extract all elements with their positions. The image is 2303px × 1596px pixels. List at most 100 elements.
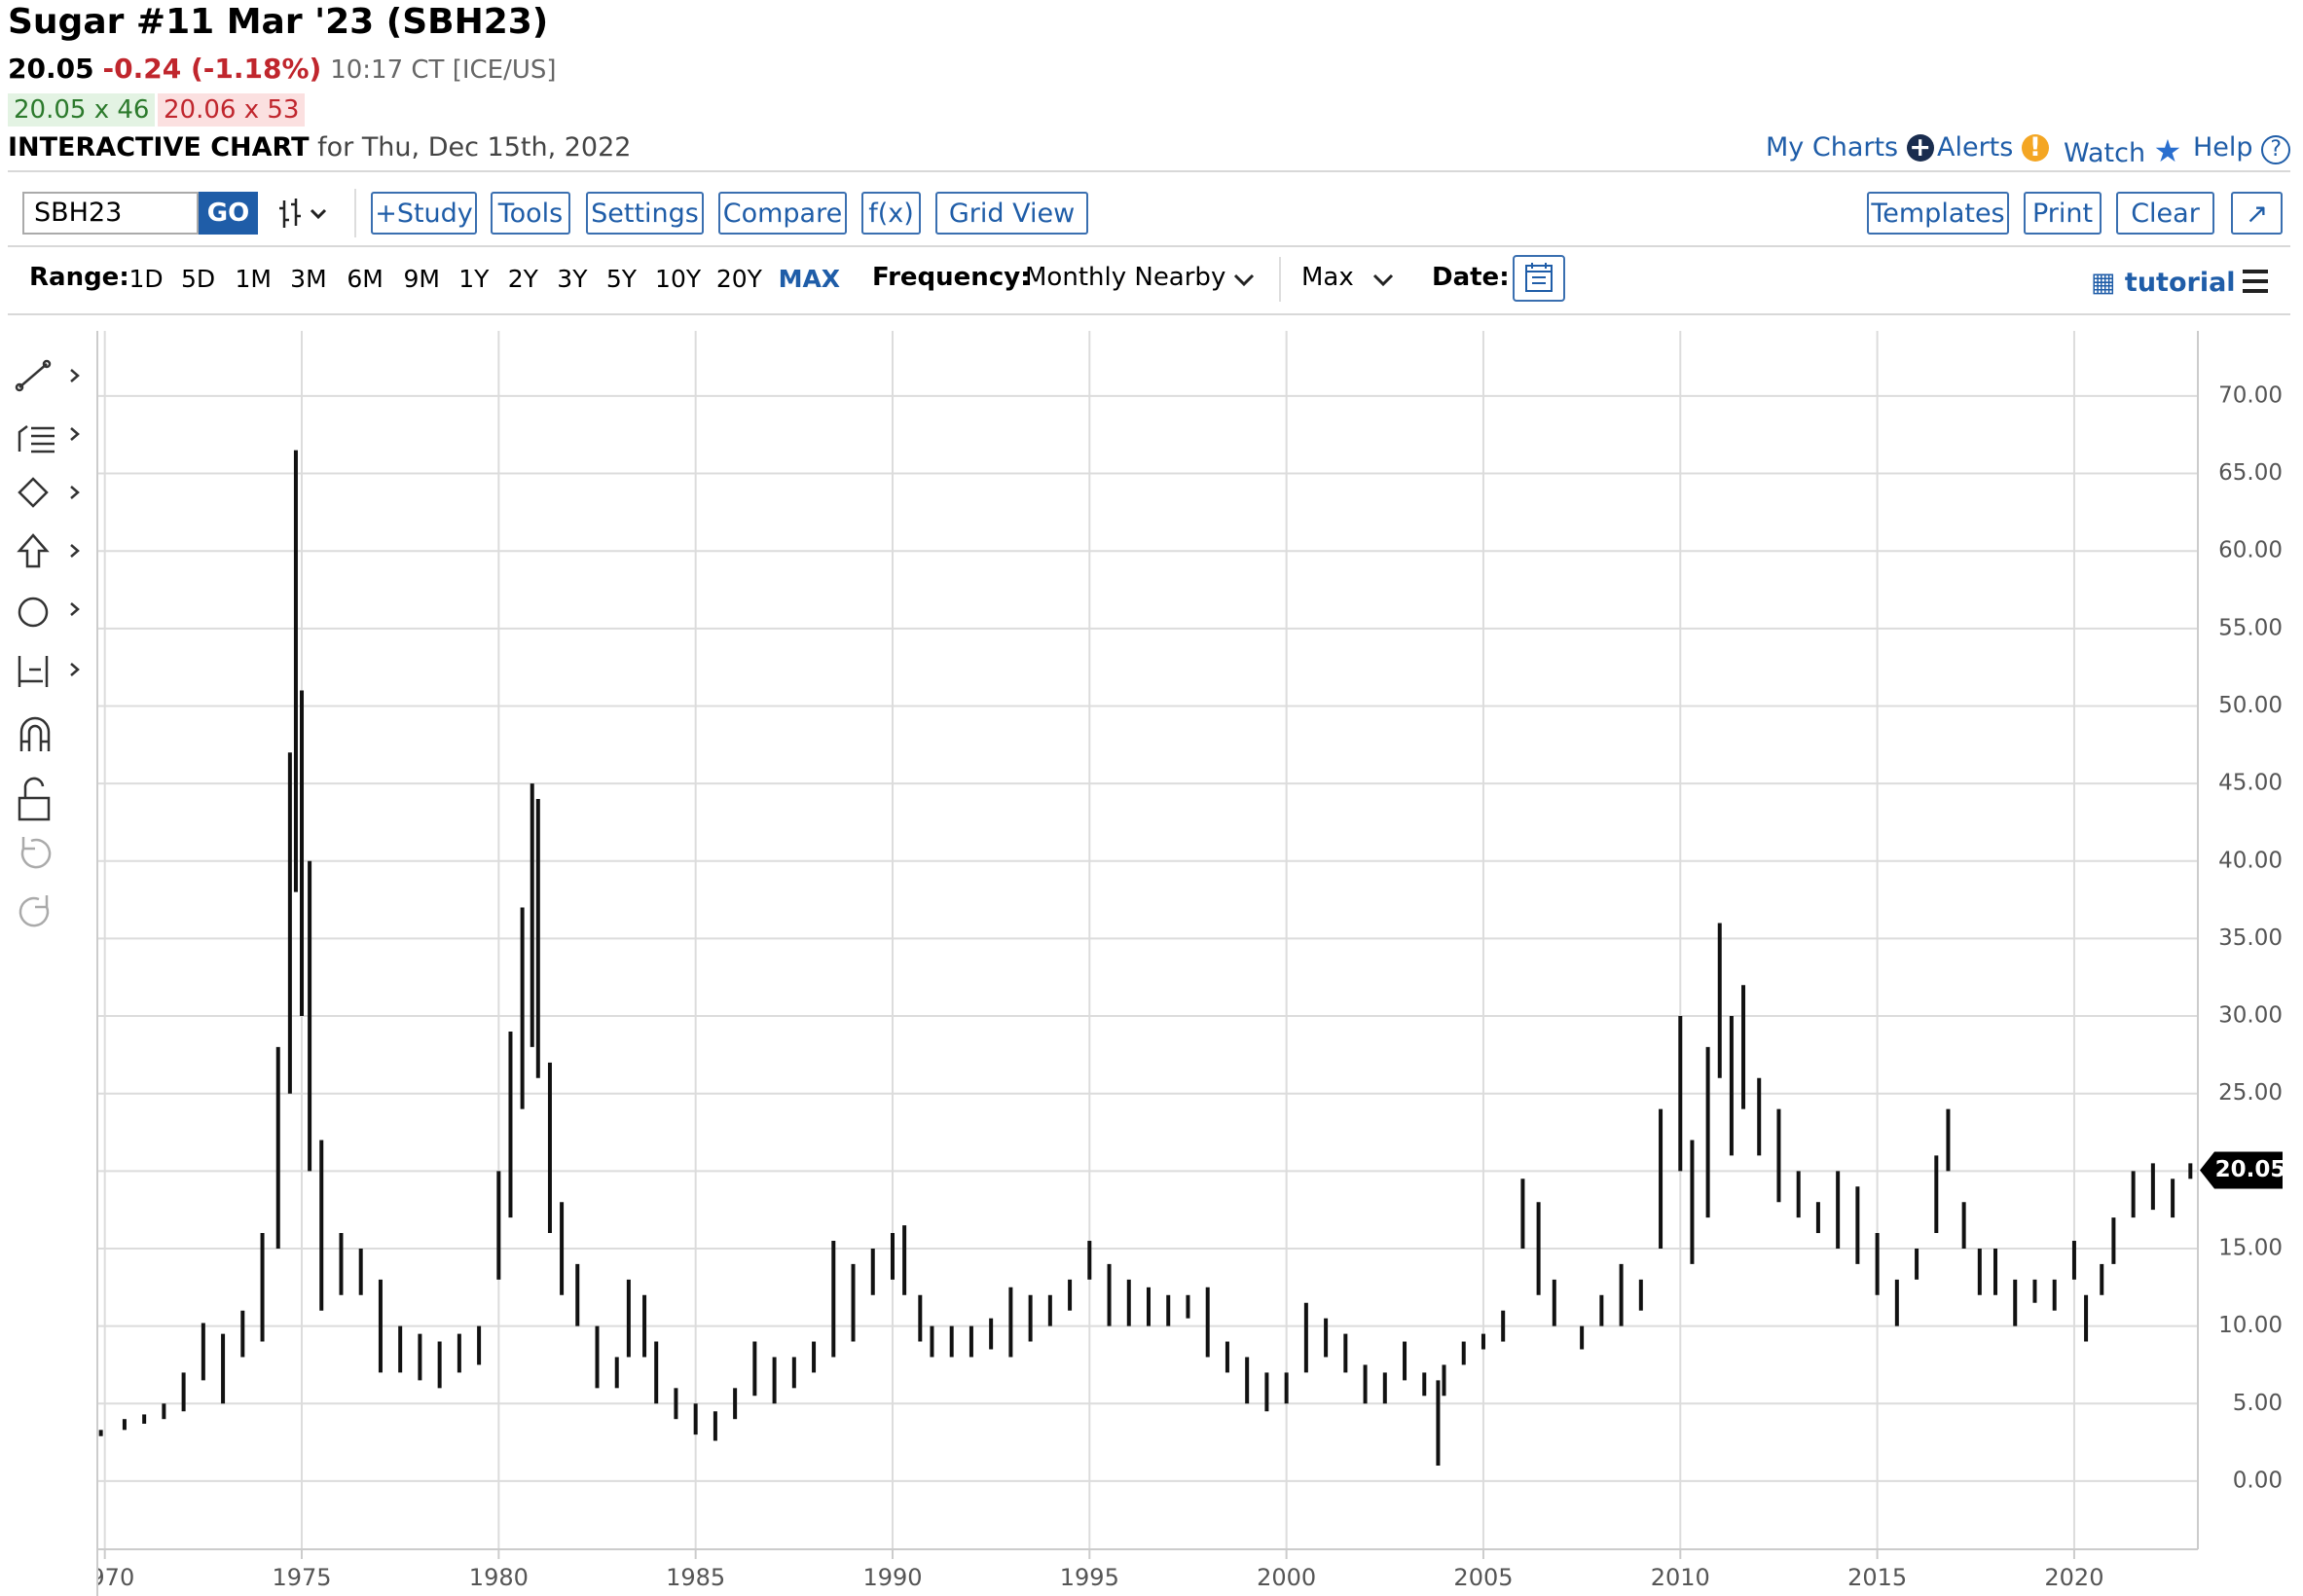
expand-button[interactable]: ↗ bbox=[2231, 192, 2283, 235]
marker-tool[interactable] bbox=[18, 597, 80, 628]
toolbar-button[interactable]: Templates bbox=[1867, 192, 2009, 235]
x-tick-label: 1980 bbox=[469, 1564, 529, 1591]
last-price: 20.05 bbox=[8, 53, 94, 85]
y-tick-label: 55.00 bbox=[2218, 615, 2283, 640]
divider bbox=[8, 170, 2290, 172]
separator bbox=[354, 189, 356, 237]
price-change: -0.24 (-1.18%) bbox=[102, 53, 322, 85]
chart-type-menu[interactable] bbox=[274, 195, 333, 234]
toolbar-button[interactable]: Tools bbox=[491, 192, 570, 235]
x-tick-label: 1975 bbox=[272, 1564, 331, 1591]
x-tick-label: 2005 bbox=[1453, 1564, 1513, 1591]
x-tick-label: 1995 bbox=[1060, 1564, 1119, 1591]
y-tick-label: 35.00 bbox=[2218, 925, 2283, 951]
nav-link[interactable]: Alerts ! bbox=[1937, 132, 2049, 163]
line-tool[interactable] bbox=[15, 359, 80, 392]
x-tick-label: 1990 bbox=[862, 1564, 922, 1591]
nav-text: Help bbox=[2193, 132, 2253, 163]
lock-tool[interactable] bbox=[18, 777, 51, 821]
drawing-tools bbox=[15, 359, 80, 927]
toolbar-button[interactable]: Grid View bbox=[935, 192, 1088, 235]
undo-button[interactable] bbox=[20, 837, 52, 869]
range-option[interactable]: 5Y bbox=[605, 265, 638, 293]
range-option[interactable]: 1M bbox=[235, 265, 273, 293]
measure-tool[interactable] bbox=[18, 656, 80, 687]
ask: 20.06 x 53 bbox=[158, 93, 306, 127]
range-option[interactable]: 20Y bbox=[715, 265, 762, 293]
plus-icon: + bbox=[1906, 134, 1934, 162]
chart-heading: INTERACTIVE CHART for Thu, Dec 15th, 202… bbox=[8, 132, 631, 163]
star-icon: ★ bbox=[2153, 132, 2182, 169]
range-option[interactable]: 6M bbox=[347, 265, 384, 293]
y-tick-label: 5.00 bbox=[2233, 1391, 2283, 1416]
symbol-input[interactable]: SBH23 bbox=[22, 192, 199, 235]
range-option[interactable]: 5D bbox=[181, 265, 216, 293]
toolbar-button[interactable]: +Study bbox=[371, 192, 477, 235]
tutorial-link[interactable]: ▦ tutorial bbox=[2091, 268, 2236, 298]
range-option[interactable]: 10Y bbox=[655, 265, 702, 293]
quote-time: 10:17 CT [ICE/US] bbox=[330, 55, 557, 85]
range-option[interactable]: MAX bbox=[778, 265, 841, 293]
nav-link[interactable]: Help ? bbox=[2193, 132, 2291, 164]
plot: 1970 1975 1980 1985 1990 1995 2000 2005 2010 2015… bbox=[75, 331, 2198, 1591]
y-tick-label: 10.00 bbox=[2218, 1313, 2283, 1338]
menu-button[interactable] bbox=[2241, 269, 2270, 294]
range-label: Range: bbox=[29, 263, 129, 292]
x-tick-label: 2015 bbox=[1847, 1564, 1907, 1591]
nav-text: Alerts bbox=[1937, 132, 2014, 163]
range-option[interactable]: 3Y bbox=[557, 265, 588, 293]
nav-text: My Charts bbox=[1766, 132, 1899, 163]
redo-button[interactable] bbox=[18, 895, 50, 927]
frequency-select[interactable]: Monthly Nearby bbox=[1025, 263, 1226, 292]
toolbar-button[interactable]: Settings bbox=[586, 192, 704, 235]
y-tick-label: 60.00 bbox=[2218, 538, 2283, 563]
toolbar-button[interactable]: Compare bbox=[718, 192, 847, 235]
range-option[interactable]: 1Y bbox=[458, 265, 490, 293]
y-tick-label: 50.00 bbox=[2218, 693, 2283, 718]
tutorial-text: tutorial bbox=[2124, 268, 2236, 298]
y-tick-label: 70.00 bbox=[2218, 382, 2283, 408]
y-tick-label: 40.00 bbox=[2218, 848, 2283, 873]
nav-text: Watch bbox=[2064, 138, 2146, 168]
range-option[interactable]: 9M bbox=[403, 265, 441, 293]
x-tick-label: 2020 bbox=[2044, 1564, 2103, 1591]
chevron bbox=[1372, 273, 1394, 287]
x-tick-label: 2010 bbox=[1651, 1564, 1710, 1591]
magnet-tool[interactable] bbox=[19, 716, 51, 751]
x-tick-label: 1985 bbox=[666, 1564, 725, 1591]
nav-link[interactable]: My Charts + bbox=[1766, 132, 1934, 163]
bid: 20.05 x 46 bbox=[8, 93, 156, 127]
last-price-tag bbox=[2200, 1151, 2283, 1189]
title: Sugar #11 Mar '23 (SBH23) bbox=[8, 2, 549, 42]
range-option[interactable]: 1D bbox=[128, 265, 164, 293]
toolbar-button[interactable]: f(x) bbox=[861, 192, 921, 235]
last-price-label: 20.05 bbox=[2215, 1157, 2286, 1182]
nav-link[interactable]: Watch ★ bbox=[2064, 132, 2181, 169]
date-label: Date: bbox=[1432, 263, 1510, 292]
separator bbox=[1279, 257, 1281, 302]
x-tick-label: 1970 bbox=[75, 1564, 134, 1591]
max-select[interactable]: Max bbox=[1301, 263, 1354, 292]
toolbar-button[interactable]: Print bbox=[2024, 192, 2102, 235]
divider bbox=[8, 245, 2290, 247]
arrow-tool[interactable] bbox=[17, 533, 80, 568]
toolbar-button[interactable]: Clear bbox=[2116, 192, 2214, 235]
fib-tool[interactable] bbox=[18, 425, 80, 453]
range-option[interactable]: 3M bbox=[290, 265, 327, 293]
go-button[interactable]: GO bbox=[199, 192, 258, 235]
chevron bbox=[1233, 273, 1255, 287]
y-tick-label: 25.00 bbox=[2218, 1080, 2283, 1106]
y-tick-label: 15.00 bbox=[2218, 1235, 2283, 1260]
y-tick-label: 0.00 bbox=[2233, 1468, 2283, 1493]
help-icon: ? bbox=[2261, 135, 2291, 164]
y-tick-label: 30.00 bbox=[2218, 1003, 2283, 1029]
range-option[interactable]: 2Y bbox=[507, 265, 538, 293]
chart-date: for Thu, Dec 15th, 2022 bbox=[317, 132, 632, 163]
y-tick-label: 45.00 bbox=[2218, 771, 2283, 796]
shape-tool[interactable] bbox=[18, 477, 80, 508]
calendar-button[interactable] bbox=[1513, 255, 1565, 302]
chart-label: INTERACTIVE CHART bbox=[8, 132, 310, 163]
divider bbox=[8, 313, 2290, 315]
